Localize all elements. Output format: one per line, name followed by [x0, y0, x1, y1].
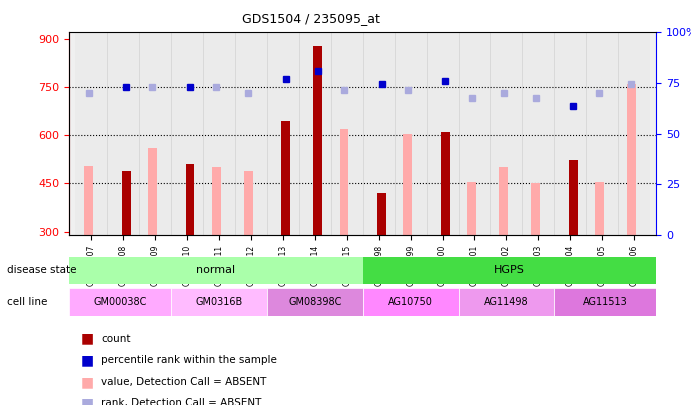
Text: ■: ■ — [81, 332, 94, 345]
FancyBboxPatch shape — [69, 288, 171, 316]
Bar — [499, 167, 508, 235]
Text: GM08398C: GM08398C — [288, 297, 341, 307]
Bar — [441, 132, 450, 235]
Bar — [595, 182, 604, 235]
Text: GDS1504 / 235095_at: GDS1504 / 235095_at — [242, 12, 380, 25]
Text: GM00038C: GM00038C — [93, 297, 147, 307]
Bar — [339, 129, 348, 235]
Text: disease state: disease state — [7, 265, 77, 275]
Text: ■: ■ — [81, 375, 94, 389]
Bar — [171, 32, 203, 235]
Bar — [122, 171, 131, 235]
Bar — [212, 167, 221, 235]
Bar — [107, 32, 140, 235]
Bar — [467, 182, 476, 235]
Bar — [426, 32, 459, 235]
Bar — [244, 171, 253, 235]
Text: percentile rank within the sample: percentile rank within the sample — [102, 356, 277, 365]
Bar — [203, 32, 235, 235]
FancyBboxPatch shape — [554, 288, 656, 316]
FancyBboxPatch shape — [171, 288, 267, 316]
Bar — [140, 32, 171, 235]
FancyBboxPatch shape — [69, 257, 363, 284]
FancyBboxPatch shape — [267, 288, 363, 316]
Bar — [627, 84, 636, 235]
Bar — [586, 32, 618, 235]
Bar — [554, 32, 586, 235]
Bar — [491, 32, 522, 235]
Text: HGPS: HGPS — [494, 265, 525, 275]
Bar — [363, 32, 395, 235]
Text: value, Detection Call = ABSENT: value, Detection Call = ABSENT — [102, 377, 267, 387]
Bar — [84, 166, 93, 235]
Bar — [313, 46, 322, 235]
FancyBboxPatch shape — [459, 288, 554, 316]
Bar — [185, 164, 194, 235]
Text: AG11498: AG11498 — [484, 297, 529, 307]
Bar — [267, 32, 299, 235]
Bar — [531, 183, 540, 235]
Bar — [522, 32, 554, 235]
FancyBboxPatch shape — [363, 257, 656, 284]
Bar — [459, 32, 491, 235]
Bar — [377, 193, 386, 235]
Bar — [75, 32, 107, 235]
Bar — [299, 32, 331, 235]
Bar — [404, 134, 413, 235]
Text: cell line: cell line — [7, 297, 47, 307]
Text: ■: ■ — [81, 396, 94, 405]
Text: AG11513: AG11513 — [583, 297, 627, 307]
Bar — [395, 32, 426, 235]
Text: normal: normal — [196, 265, 236, 275]
Text: ■: ■ — [81, 354, 94, 367]
FancyBboxPatch shape — [363, 288, 459, 316]
Bar — [235, 32, 267, 235]
Text: AG10750: AG10750 — [388, 297, 433, 307]
Bar — [281, 121, 290, 235]
Text: rank, Detection Call = ABSENT: rank, Detection Call = ABSENT — [102, 399, 262, 405]
Text: GM0316B: GM0316B — [196, 297, 243, 307]
Bar — [148, 148, 157, 235]
Bar — [569, 160, 578, 235]
Text: count: count — [102, 334, 131, 343]
Bar — [618, 32, 650, 235]
Bar — [331, 32, 363, 235]
